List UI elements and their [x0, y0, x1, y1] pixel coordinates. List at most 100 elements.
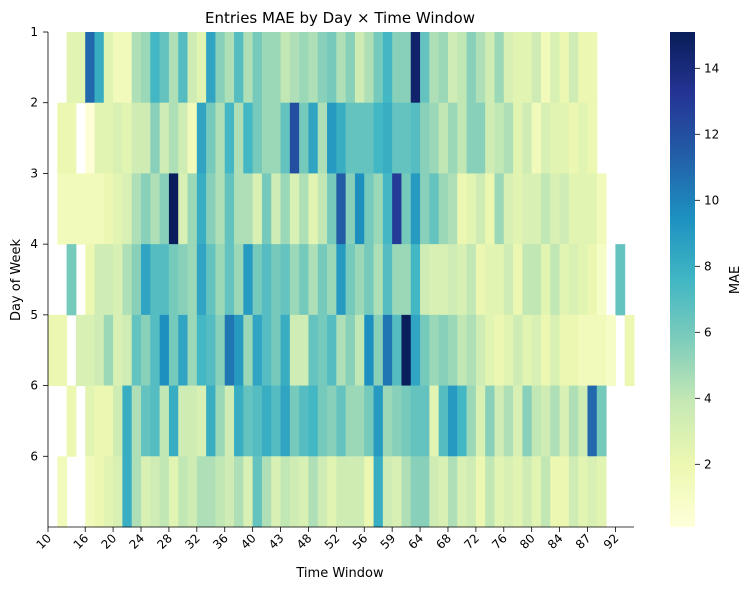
heatmap-cell — [141, 456, 151, 528]
heatmap-cell — [438, 102, 449, 174]
heatmap-cell — [289, 456, 300, 528]
heatmap-cell — [429, 173, 440, 245]
heatmap-cell — [596, 173, 607, 245]
heatmap-cell — [178, 385, 189, 457]
heatmap-cell — [57, 102, 68, 174]
heatmap-cell — [113, 244, 123, 316]
heatmap-cell — [503, 102, 514, 174]
heatmap-cell — [522, 244, 533, 316]
heatmap-cell — [364, 102, 375, 174]
heatmap-cell — [336, 173, 347, 245]
heatmap-cell — [178, 102, 189, 174]
colorbar-ticks: 2 4 6 8 10 12 14 — [695, 61, 719, 471]
heatmap-cell — [447, 456, 458, 528]
heatmap-cell — [587, 456, 598, 528]
colorbar-label: MAE — [728, 266, 743, 294]
heatmap-cell — [596, 385, 607, 457]
heatmap-cell — [354, 314, 365, 387]
heatmap-cell — [66, 244, 77, 316]
heatmap-cell — [178, 244, 189, 316]
heatmap-cell — [364, 456, 375, 528]
heatmap-cell — [354, 32, 365, 104]
heatmap-cell — [66, 385, 77, 457]
heatmap-cell — [550, 314, 561, 387]
heatmap-cell — [159, 314, 170, 387]
heatmap-cell — [457, 456, 468, 528]
heatmap-cell — [401, 32, 412, 104]
heatmap-cell — [215, 32, 226, 104]
heatmap-cell — [420, 456, 430, 528]
heatmap-cells — [48, 32, 635, 528]
heatmap-cell — [447, 173, 458, 245]
heatmap-cell — [587, 32, 598, 104]
heatmap-cell — [206, 314, 216, 387]
heatmap-cell — [261, 456, 272, 528]
heatmap-cell — [550, 102, 561, 174]
heatmap-cell — [215, 385, 226, 457]
heatmap-cell — [243, 385, 254, 457]
heatmap-cell — [503, 173, 514, 245]
heatmap-cell — [261, 32, 272, 104]
heatmap-cell — [382, 173, 393, 245]
heatmap-cell — [401, 385, 412, 457]
heatmap-cell — [475, 102, 486, 174]
heatmap-cell — [364, 244, 375, 316]
heatmap-cell — [568, 456, 579, 528]
heatmap-cell — [94, 385, 105, 457]
heatmap-cell — [317, 244, 328, 316]
heatmap-cell — [429, 244, 440, 316]
heatmap-cell — [206, 102, 216, 174]
heatmap-cell — [261, 314, 272, 387]
heatmap-cell — [224, 456, 235, 528]
heatmap-cell — [196, 456, 207, 528]
heatmap-cell — [540, 32, 551, 104]
x-tick-label: 10 — [33, 531, 54, 552]
heatmap-cell — [392, 173, 402, 245]
heatmap-cell — [234, 385, 244, 457]
heatmap-cell — [373, 244, 384, 316]
heatmap-cell — [392, 102, 402, 174]
heatmap-cell — [596, 314, 607, 387]
heatmap-cell — [513, 456, 523, 528]
heatmap-cell — [113, 102, 123, 174]
heatmap-cell — [206, 456, 216, 528]
heatmap-cell — [271, 385, 282, 457]
heatmap-cell — [531, 244, 542, 316]
heatmap-cell — [150, 244, 161, 316]
heatmap-cell — [522, 314, 533, 387]
heatmap-cell — [113, 314, 123, 387]
heatmap-cell — [289, 173, 300, 245]
heatmap-cell — [392, 32, 402, 104]
x-tick-label: 43 — [266, 531, 287, 552]
heatmap-cell — [457, 244, 468, 316]
heatmap-cell — [494, 102, 505, 174]
heatmap-cell — [261, 244, 272, 316]
heatmap-cell — [234, 244, 244, 316]
heatmap-cell — [401, 102, 412, 174]
heatmap-cell — [308, 314, 319, 387]
colorbar-tick-label: 10 — [704, 193, 719, 207]
x-tick-label: 64 — [405, 531, 426, 552]
chart-title: Entries MAE by Day × Time Window — [205, 9, 475, 27]
heatmap-cell — [568, 173, 579, 245]
heatmap-cell — [420, 244, 430, 316]
heatmap-cell — [354, 385, 365, 457]
heatmap-cell — [447, 314, 458, 387]
heatmap-cell — [141, 32, 151, 104]
heatmap-cell — [75, 32, 86, 104]
heatmap-cell — [336, 456, 347, 528]
x-axis: 10 16 20 24 28 32 36 40 43 48 52 56 59 64 68 72 76 80 84 87… — [33, 526, 634, 552]
heatmap-cell — [141, 173, 151, 245]
heatmap-cell — [401, 244, 412, 316]
heatmap-cell — [327, 102, 337, 174]
heatmap-cell — [522, 32, 533, 104]
heatmap-cell — [513, 385, 523, 457]
heatmap-cell — [420, 102, 430, 174]
colorbar-tick-label: 12 — [704, 127, 719, 141]
heatmap-cell — [85, 173, 96, 245]
heatmap-cell — [336, 244, 347, 316]
y-tick-label: 4 — [30, 237, 38, 251]
heatmap-cell — [429, 456, 440, 528]
heatmap-cell — [336, 102, 347, 174]
